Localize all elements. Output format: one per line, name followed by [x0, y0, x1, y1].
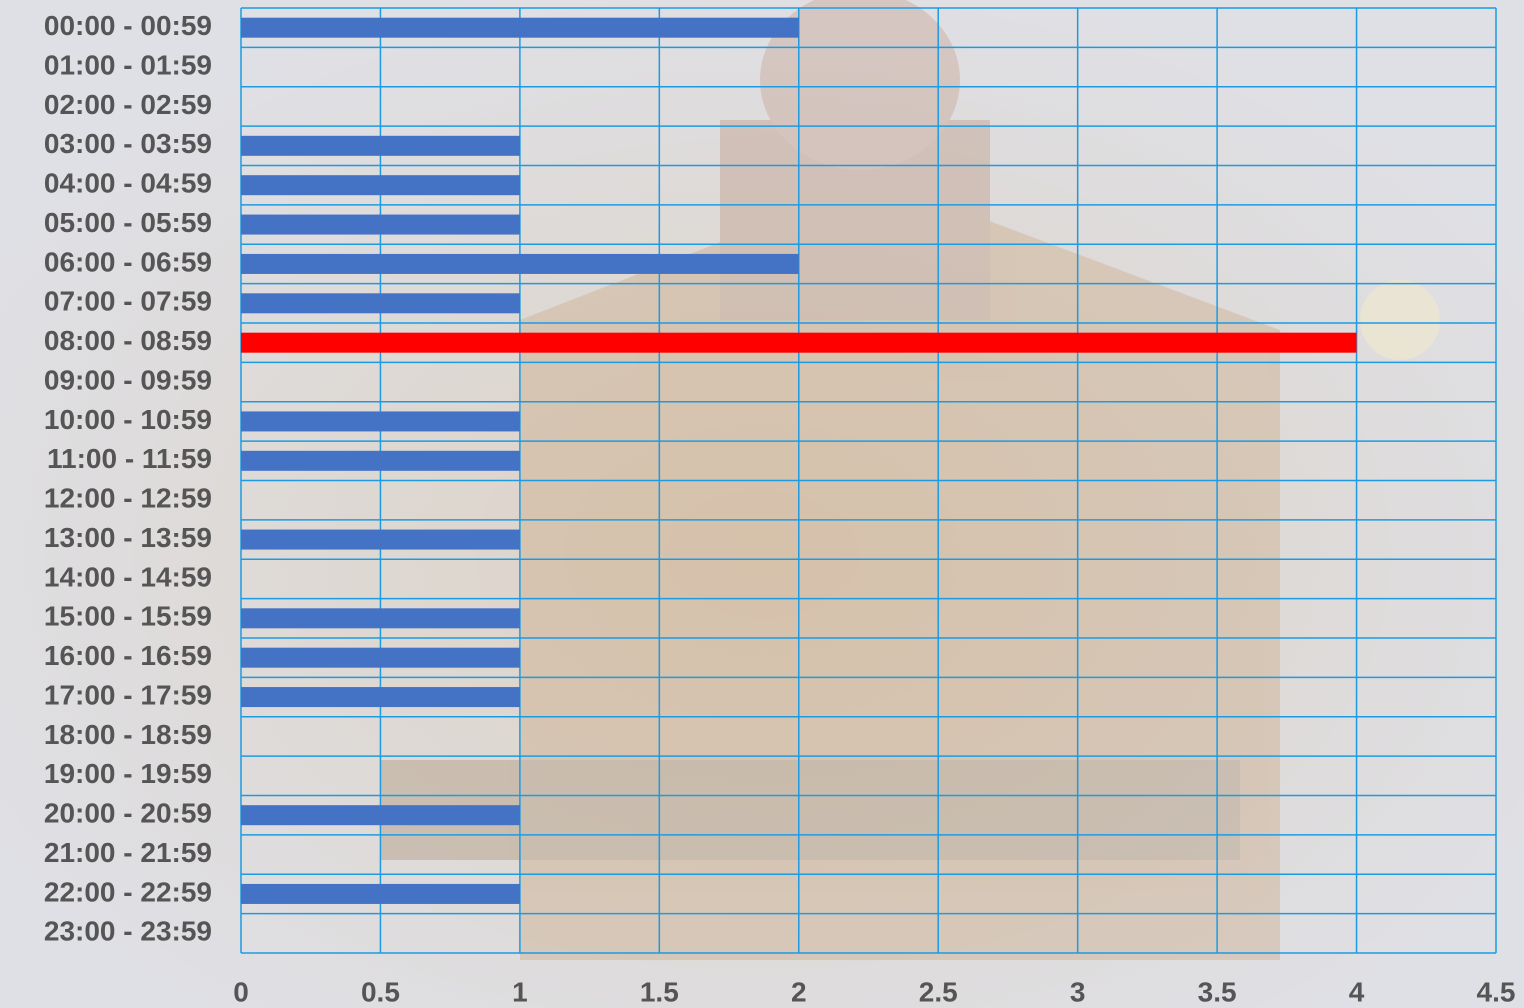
x-tick-label: 3 — [1070, 976, 1086, 1007]
x-tick-label: 4 — [1349, 976, 1365, 1007]
bar — [241, 687, 520, 708]
y-tick-label: 07:00 - 07:59 — [44, 286, 212, 317]
bar — [241, 529, 520, 550]
x-tick-label: 2.5 — [919, 976, 958, 1007]
bar — [241, 135, 520, 156]
y-tick-label: 02:00 - 02:59 — [44, 89, 212, 120]
y-tick-label: 00:00 - 00:59 — [44, 10, 212, 41]
y-tick-label: 13:00 - 13:59 — [44, 522, 212, 553]
x-tick-label: 0 — [233, 976, 249, 1007]
y-tick-label: 16:00 - 16:59 — [44, 640, 212, 671]
y-tick-label: 09:00 - 09:59 — [44, 364, 212, 395]
y-tick-label: 06:00 - 06:59 — [44, 246, 212, 277]
y-tick-label: 15:00 - 15:59 — [44, 601, 212, 632]
y-tick-label: 04:00 - 04:59 — [44, 168, 212, 199]
x-tick-label: 2 — [791, 976, 807, 1007]
bar — [241, 332, 1357, 353]
bar — [241, 608, 520, 629]
bar — [241, 253, 799, 274]
x-tick-label: 1 — [512, 976, 528, 1007]
y-tick-label: 17:00 - 17:59 — [44, 679, 212, 710]
bar — [241, 175, 520, 196]
bar — [241, 214, 520, 235]
y-tick-label: 03:00 - 03:59 — [44, 128, 212, 159]
y-tick-label: 11:00 - 11:59 — [47, 443, 212, 474]
x-tick-label: 4.5 — [1477, 976, 1516, 1007]
y-tick-label: 05:00 - 05:59 — [44, 207, 212, 238]
y-tick-label: 08:00 - 08:59 — [44, 325, 212, 356]
bar — [241, 647, 520, 668]
y-tick-label: 18:00 - 18:59 — [44, 719, 212, 750]
bar — [241, 293, 520, 314]
y-tick-label: 19:00 - 19:59 — [44, 758, 212, 789]
y-tick-label: 23:00 - 23:59 — [44, 916, 212, 947]
x-tick-label: 1.5 — [640, 976, 679, 1007]
bar — [241, 17, 799, 38]
y-tick-label: 22:00 - 22:59 — [44, 876, 212, 907]
x-tick-label: 3.5 — [1198, 976, 1237, 1007]
x-tick-label: 0.5 — [361, 976, 400, 1007]
bar — [241, 450, 520, 471]
bar — [241, 411, 520, 432]
y-tick-label: 14:00 - 14:59 — [44, 561, 212, 592]
y-tick-label: 10:00 - 10:59 — [44, 404, 212, 435]
y-tick-label: 01:00 - 01:59 — [44, 49, 212, 80]
y-tick-label: 21:00 - 21:59 — [44, 837, 212, 868]
y-tick-label: 20:00 - 20:59 — [44, 798, 212, 829]
background-image — [380, 0, 1440, 960]
y-tick-label: 12:00 - 12:59 — [44, 483, 212, 514]
bar — [241, 805, 520, 826]
bar — [241, 883, 520, 904]
